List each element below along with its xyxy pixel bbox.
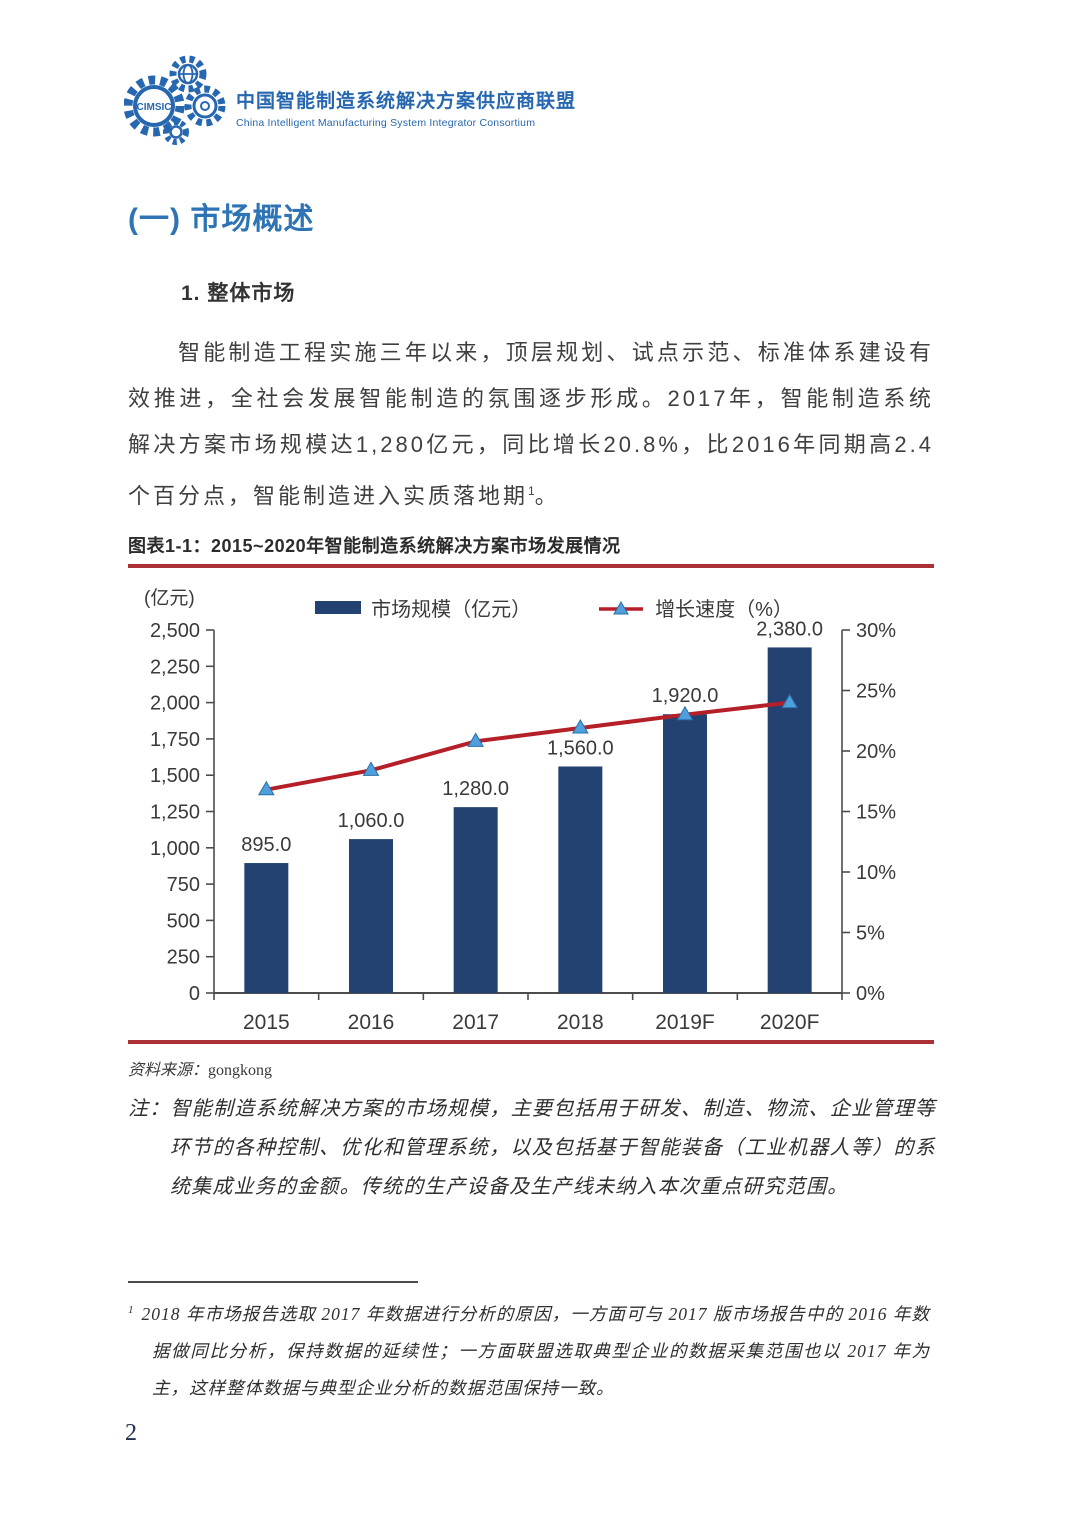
growth-marker-2019F: [676, 705, 694, 721]
market-chart: (亿元) 市场规模（亿元） 增长速度（%） 0 250 500 750 1,000 1,2…: [128, 575, 934, 1035]
bar-2015: [244, 863, 289, 993]
footnote-marker: 1: [128, 1304, 134, 1316]
line-legend-label: 增长速度（%）: [655, 599, 793, 621]
note-label: 注：: [128, 1098, 171, 1120]
growth-marker-2017: [467, 732, 485, 747]
bar-label-2016: 1,060.0: [338, 810, 405, 832]
line-legend-marker-icon: [599, 600, 644, 614]
category-label-2016: 2016: [348, 1011, 395, 1034]
page-number: 2: [125, 1420, 137, 1446]
svg-text:2,000: 2,000: [150, 693, 200, 715]
footnote-reference: 1: [528, 484, 535, 498]
growth-marker-2015: [257, 780, 275, 796]
growth-marker-2018: [571, 719, 589, 734]
footnote-separator: [128, 1281, 418, 1283]
figure-caption: 图表1-1：2015~2020年智能制造系统解决方案市场发展情况: [128, 536, 621, 556]
bar-2017: [453, 807, 498, 993]
svg-text:0%: 0%: [856, 983, 885, 1005]
section-subheading: 1. 整体市场: [181, 282, 296, 305]
bar-2018: [558, 766, 603, 993]
category-label-2020F: 2020F: [760, 1011, 820, 1034]
growth-marker-2016: [362, 761, 380, 776]
svg-text:1,750: 1,750: [150, 729, 200, 751]
growth-line: [265, 700, 790, 792]
figure-rule-top: [128, 564, 934, 568]
chart-legend: 市场规模（亿元） 增长速度（%）: [128, 593, 934, 622]
bar-2016: [349, 839, 393, 993]
svg-text:5%: 5%: [856, 923, 885, 945]
footnote-text: 2018 年市场报告选取 2017 年数据进行分析的原因，一方面可与 2017 …: [141, 1303, 930, 1398]
svg-text:25%: 25%: [856, 681, 896, 703]
growth-marker-2020F: [781, 693, 799, 709]
bar-label-2015: 895.0: [241, 834, 291, 856]
bar-label-2019F: 1,920.0: [652, 685, 719, 707]
paragraph-text: 智能制造工程实施三年以来，顶层规划、试点示范、标准体系建设有效推进，全社会发展智…: [128, 340, 934, 509]
logo-acronym: CIMSIC: [137, 102, 172, 113]
figure-note: 注：智能制造系统解决方案的市场规模，主要包括用于研发、制造、物流、企业管理等环节…: [128, 1090, 936, 1207]
chart-plot: 0 250 500 750 1,000 1,250 1,500 1,750 2,000 2,250…: [150, 618, 896, 1034]
svg-text:1,250: 1,250: [150, 802, 200, 824]
svg-text:250: 250: [167, 947, 200, 969]
source-value: gongkong: [208, 1062, 273, 1079]
bar-label-2017: 1,280.0: [442, 778, 509, 800]
legend-item-line: 增长速度（%）: [597, 593, 793, 622]
bar-legend-label: 市场规模（亿元）: [371, 599, 532, 621]
category-label-2019F: 2019F: [655, 1011, 715, 1034]
svg-text:30%: 30%: [856, 620, 896, 642]
org-name-en: China Intelligent Manufacturing System I…: [236, 116, 536, 129]
svg-text:2,500: 2,500: [150, 620, 200, 642]
source-label: 资料来源：: [128, 1062, 209, 1079]
org-name-zh: 中国智能制造系统解决方案供应商联盟: [236, 90, 577, 112]
svg-text:2,250: 2,250: [150, 656, 200, 678]
bar-2019F: [663, 714, 707, 993]
footnote: 1 2018 年市场报告选取 2017 年数据进行分析的原因，一方面可与 2017…: [128, 1292, 930, 1407]
svg-text:1,500: 1,500: [150, 765, 200, 787]
bar-label-2018: 1,560.0: [547, 737, 614, 759]
category-label-2017: 2017: [452, 1011, 499, 1034]
body-paragraph: 智能制造工程实施三年以来，顶层规划、试点示范、标准体系建设有效推进，全社会发展智…: [128, 330, 934, 519]
bar-label-2020F: 2,380.0: [756, 618, 823, 640]
category-label-2015: 2015: [243, 1011, 290, 1034]
svg-text:500: 500: [167, 910, 200, 932]
legend-item-bar: 市场规模（亿元）: [315, 593, 531, 622]
gears-icon: CIMSIC: [124, 55, 226, 145]
figure-source: 资料来源：gongkong: [128, 1056, 272, 1080]
note-text: 智能制造系统解决方案的市场规模，主要包括用于研发、制造、物流、企业管理等环节的各…: [170, 1098, 936, 1198]
bar-legend-swatch-icon: [315, 601, 362, 614]
org-logo: CIMSIC 中国智能制造系统解决方案供应商联盟 China Intellige…: [124, 54, 576, 146]
category-label-2018: 2018: [557, 1011, 604, 1034]
svg-text:0: 0: [189, 983, 200, 1005]
svg-text:15%: 15%: [856, 802, 896, 824]
figure-rule-bottom: [128, 1040, 934, 1044]
paragraph-period: 。: [534, 483, 560, 509]
svg-text:1,000: 1,000: [150, 838, 200, 860]
section-heading: (一) 市场概述: [128, 203, 315, 236]
logo-text: 中国智能制造系统解决方案供应商联盟 China Intelligent Manu…: [236, 72, 576, 129]
svg-text:750: 750: [167, 874, 200, 896]
left-axis-unit-label: (亿元): [144, 588, 195, 609]
svg-text:10%: 10%: [856, 862, 896, 884]
svg-text:20%: 20%: [856, 741, 896, 763]
